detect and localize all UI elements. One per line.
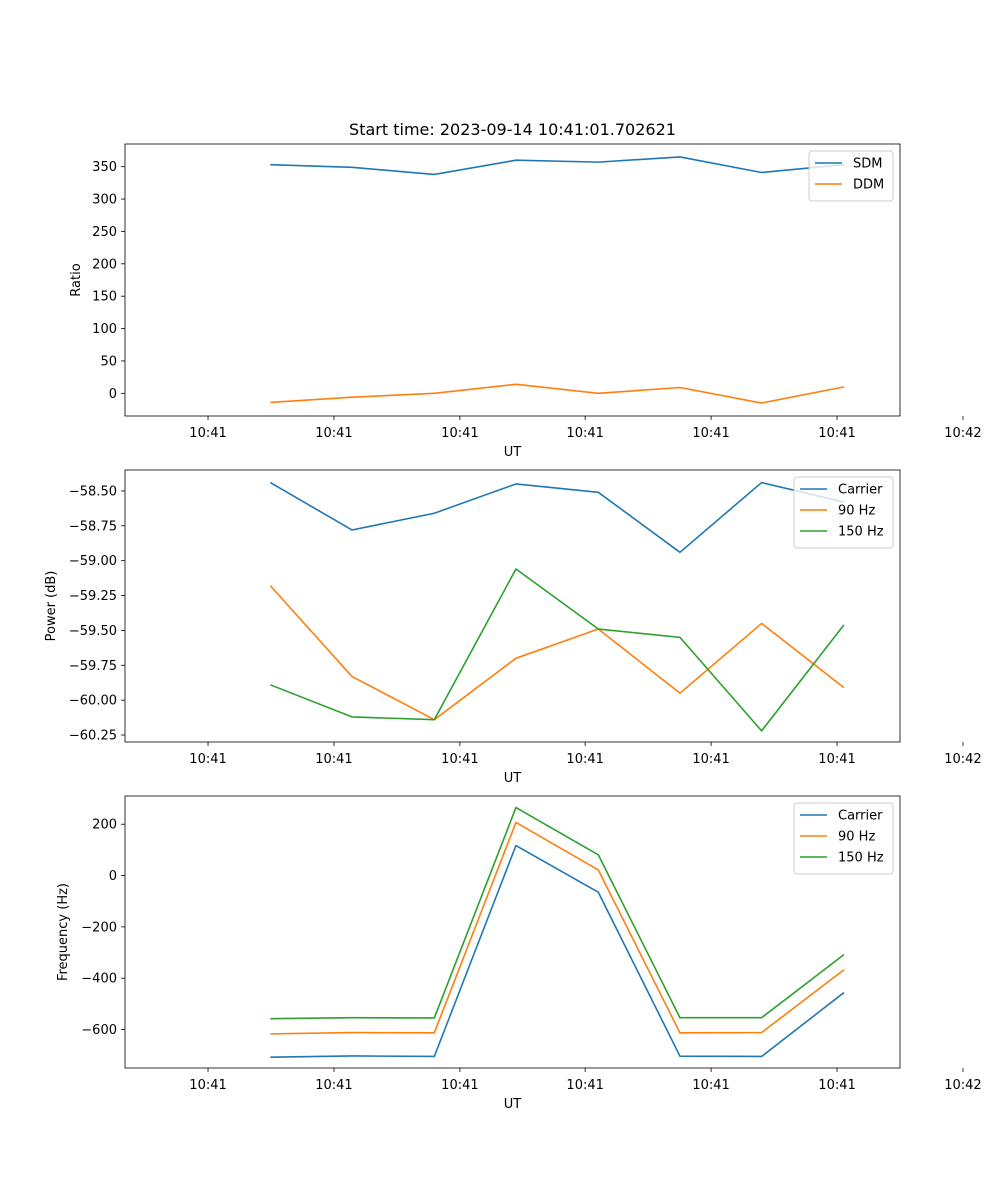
legend: Carrier 90 Hz 150 Hz [793, 476, 894, 549]
axes-frame [124, 469, 901, 743]
y-tick-label: 0 [109, 869, 117, 884]
x-tick-label: 10:41 [692, 752, 729, 767]
series-line-carrier [270, 844, 845, 1059]
series-line-ddm [270, 383, 845, 404]
legend-label-carrier: Carrier [838, 483, 883, 498]
x-tick-label: 10:41 [566, 752, 603, 767]
x-tick-label: 10:41 [441, 1078, 478, 1093]
x-tick-label: 10:41 [441, 752, 478, 767]
x-tick-label: 10:41 [315, 752, 352, 767]
x-tick-label: 10:41 [566, 426, 603, 441]
y-tick-label: −59.75 [69, 659, 117, 674]
series-line-carrier [269, 481, 845, 554]
figure-title: Start time: 2023-09-14 10:41:01.702621 [349, 120, 676, 139]
y-tick-label: 50 [100, 354, 117, 369]
x-tick-label: 10:41 [818, 426, 855, 441]
axes-frame [124, 143, 901, 417]
y-tick-label: −58.75 [69, 519, 117, 534]
y-tick-label: 250 [92, 225, 117, 240]
y-tick-label: 300 [92, 193, 117, 208]
x-axis-label: UT [504, 771, 522, 786]
chart-panel-3: 10:41 10:41 10:41 10:41 10:41 10:41 10:42 −600 −… [56, 795, 982, 1112]
y-tick-label: −59.25 [69, 589, 117, 604]
x-axis-label: UT [504, 1097, 522, 1112]
series-line-sdm [270, 156, 845, 176]
y-axis-label: Frequency (Hz) [56, 883, 71, 981]
x-tick-label: 10:41 [189, 426, 226, 441]
x-axis-label: UT [504, 445, 522, 460]
legend-label-ddm: DDM [853, 178, 884, 193]
x-tick-label: 10:42 [944, 1078, 981, 1093]
x-tick-label: 10:41 [441, 426, 478, 441]
y-tick-label: −200 [81, 920, 117, 935]
x-tick-label: 10:41 [189, 752, 226, 767]
y-tick-label: 150 [92, 290, 117, 305]
chart-panel-2: 10:41 10:41 10:41 10:41 10:41 10:41 10:42 −60.2… [44, 469, 982, 786]
y-tick-label: −60.00 [69, 694, 117, 709]
y-tick-label: −58.50 [69, 484, 117, 499]
legend-label-150-hz: 150 Hz [838, 851, 884, 866]
x-tick-label: 10:41 [818, 1078, 855, 1093]
y-axis-label: Power (dB) [44, 571, 59, 642]
series-line-150-hz [270, 806, 845, 1020]
legend: Carrier 90 Hz 150 Hz [793, 802, 894, 875]
x-tick-label: 10:41 [315, 426, 352, 441]
y-tick-label: 200 [92, 818, 117, 833]
legend-label-150-hz: 150 Hz [838, 525, 884, 540]
x-tick-label: 10:42 [944, 752, 981, 767]
x-tick-label: 10:41 [189, 1078, 226, 1093]
legend-label-90-hz: 90 Hz [838, 830, 875, 845]
x-tick-label: 10:41 [566, 1078, 603, 1093]
series-line-90-hz [270, 821, 845, 1035]
y-tick-label: −600 [81, 1023, 117, 1038]
y-tick-label: 350 [92, 160, 117, 175]
y-axis-label: Ratio [69, 263, 84, 296]
x-tick-label: 10:41 [315, 1078, 352, 1093]
y-tick-label: −400 [81, 972, 117, 987]
x-tick-label: 10:41 [692, 426, 729, 441]
series-line-90-hz [269, 585, 845, 721]
chart-panel-1: 10:41 10:41 10:41 10:41 10:41 10:41 10:42 0 50 10… [69, 143, 982, 460]
axes-frame [124, 795, 901, 1069]
y-tick-label: −60.25 [69, 729, 117, 744]
series-line-150-hz [270, 568, 845, 732]
x-tick-label: 10:41 [692, 1078, 729, 1093]
x-tick-label: 10:41 [818, 752, 855, 767]
y-tick-label: 0 [109, 387, 117, 402]
legend-label-carrier: Carrier [838, 809, 883, 824]
legend: SDM DDM [808, 150, 894, 202]
legend-label-90-hz: 90 Hz [838, 504, 875, 519]
chart-panels: 10:41 10:41 10:41 10:41 10:41 10:41 10:42 0 50 10… [44, 143, 982, 1112]
legend-label-sdm: SDM [853, 157, 882, 172]
y-tick-label: 100 [92, 322, 117, 337]
y-tick-label: 200 [92, 257, 117, 272]
y-tick-label: −59.50 [69, 624, 117, 639]
x-tick-label: 10:42 [944, 426, 981, 441]
y-tick-label: −59.00 [69, 554, 117, 569]
